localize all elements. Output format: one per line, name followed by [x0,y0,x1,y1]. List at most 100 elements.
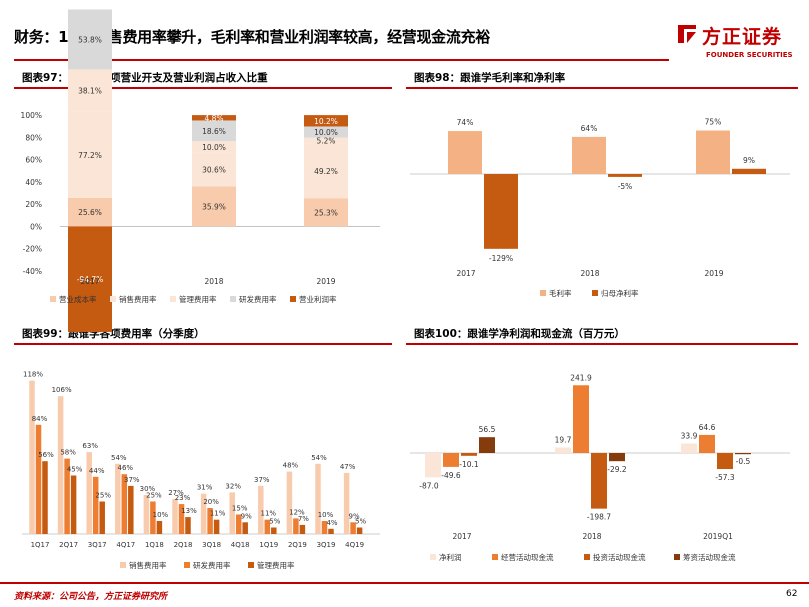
fig100-bar [573,385,589,453]
fig99-data-label: 11% [210,510,226,518]
fig100-x-tick: 2019Q1 [703,532,733,541]
fig99-data-label: 44% [89,467,105,475]
fig99-bar [356,527,363,534]
fig99-bar [70,475,77,534]
logo-chinese-name: 方正证券 [702,26,783,48]
fig99-data-label: 27% [168,489,184,497]
fig97-y-tick: 20% [25,200,42,209]
fig97-x-tick: 2017 [80,277,99,286]
fig99-data-label: 58% [60,449,76,457]
fig99-x-tick: 3Q18 [202,541,221,549]
fig97-bar [192,141,236,153]
fig97-bar [68,9,112,70]
fig99-data-label: 15% [232,505,248,513]
fig99-bar [242,522,248,534]
fig98-data-label: 74% [457,118,474,127]
fig99-data-label: 37% [254,476,270,484]
fig99-legend-label-1: 研发费用率 [193,560,231,570]
fig99-bar [258,485,264,534]
fig99-legend-label-0: 销售费用率 [129,560,167,570]
fig99-x-tick: 1Q17 [31,541,50,549]
fig99-x-tick: 1Q19 [259,541,278,549]
panel-rule-fig99 [14,343,392,345]
fig100-legend-swatch-3 [674,554,680,560]
fig99-data-label: 32% [225,482,241,490]
fig97-y-tick: 80% [25,133,42,142]
fig98-bar [732,168,766,174]
fig97-data-label: 10.0% [202,143,226,152]
panel-title-fig98: 图表98：跟谁学毛利率和净利率 [414,72,566,84]
fig97-bar [192,115,236,121]
fig99-bar [229,492,235,534]
fig99-bar [213,519,220,534]
fig100-bar [591,453,607,509]
fig100-data-label: 64.6 [699,423,716,432]
fig99-bar [299,524,306,534]
fig97-data-label: 10.2% [314,117,338,126]
fig100-data-label: 19.7 [555,435,572,444]
page-title: 财务：19年销售费用率攀升，毛利率和营业利润率较高，经营现金流充裕 [14,28,490,46]
fig100-bar [461,453,477,456]
fig100-bar [425,453,441,478]
panel-rule-fig97 [14,87,392,89]
fig100-x-tick: 2017 [452,532,471,541]
fig99-bar [35,424,42,534]
fig97-data-label: 18.6% [202,127,226,136]
fig97-data-label: 53.8% [78,35,102,44]
fig99-data-label: 13% [181,507,197,515]
fig100-data-label: -10.1 [459,460,479,469]
panel-rule-fig98 [406,87,798,89]
fig99-bar [64,458,70,534]
fig97-data-label: 35.9% [202,202,226,211]
fig97-y-tick: -20% [23,245,42,254]
title-underline [14,59,669,61]
fig98-data-label: -129% [489,254,513,263]
fig97-legend-swatch-0 [50,296,56,302]
fig97-y-tick: 40% [25,178,42,187]
fig100-legend-swatch-1 [492,554,498,560]
fig99-bar [99,501,105,534]
fig97-legend-label-3: 研发费用率 [239,294,277,304]
fig99-data-label: 45% [67,466,83,474]
fig98-legend-label-0: 毛利率 [549,288,572,298]
fig98-data-label: 9% [743,156,755,165]
fig97-data-label: 49.2% [314,167,338,176]
fig99-data-label: 63% [82,442,98,450]
footer-rule [0,582,809,584]
fig97-bar [192,186,236,227]
fig100-bar [443,453,459,467]
fig99-data-label: 118% [23,371,43,379]
fig98-bar [572,136,606,174]
fig99-x-tick: 4Q18 [231,541,250,549]
fig97-bar [304,115,348,127]
fig99-data-label: 5% [355,518,366,526]
fig99-bar [92,476,99,534]
fig97-data-label: 77.2% [78,151,102,160]
fig98-bar [448,131,482,174]
fig99-bar [315,463,321,534]
fig99-data-label: 84% [32,415,48,423]
fig99-x-tick: 2Q18 [174,541,193,549]
fig99-x-tick: 2Q17 [59,541,78,549]
fig97-data-label: 5.2% [316,137,335,146]
fig99-bar [42,461,48,534]
fig100-data-label: -29.2 [607,465,627,474]
fig97-bar [68,111,112,198]
fig100-legend-swatch-2 [584,554,590,560]
fig99-data-label: 9% [349,512,360,520]
fig100-bar [609,453,625,462]
fig99-x-tick: 2Q19 [288,541,307,549]
fig99-data-label: 12% [289,508,305,516]
fig100-legend-label-0: 净利润 [439,552,462,562]
fig99-data-label: 23% [175,494,191,502]
fig97-x-tick: 2019 [316,277,335,286]
fig99-data-label: 10% [153,511,169,519]
fig97-legend-swatch-1 [110,296,116,302]
fig99-data-label: 25% [95,492,111,500]
fig97-bar [192,152,236,187]
fig100-legend-label-2: 投资活动现金流 [593,552,646,562]
fig99-bar [178,504,185,534]
fig99-bar [86,452,92,534]
